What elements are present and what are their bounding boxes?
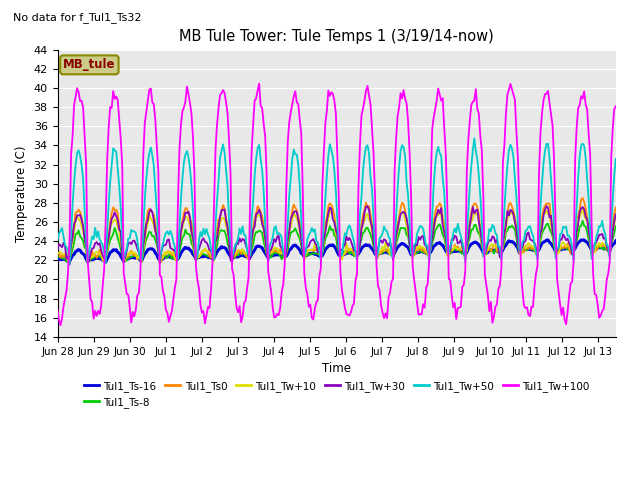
Y-axis label: Temperature (C): Temperature (C) <box>15 145 28 241</box>
Title: MB Tule Tower: Tule Temps 1 (3/19/14-now): MB Tule Tower: Tule Temps 1 (3/19/14-now… <box>179 29 494 44</box>
Text: MB_tule: MB_tule <box>63 59 116 72</box>
X-axis label: Time: Time <box>322 362 351 375</box>
Legend: Tul1_Ts-16, Tul1_Ts-8, Tul1_Ts0, Tul1_Tw+10, Tul1_Tw+30, Tul1_Tw+50, Tul1_Tw+100: Tul1_Ts-16, Tul1_Ts-8, Tul1_Ts0, Tul1_Tw… <box>79 376 594 412</box>
Text: No data for f_Tul1_Ts32: No data for f_Tul1_Ts32 <box>13 12 141 23</box>
